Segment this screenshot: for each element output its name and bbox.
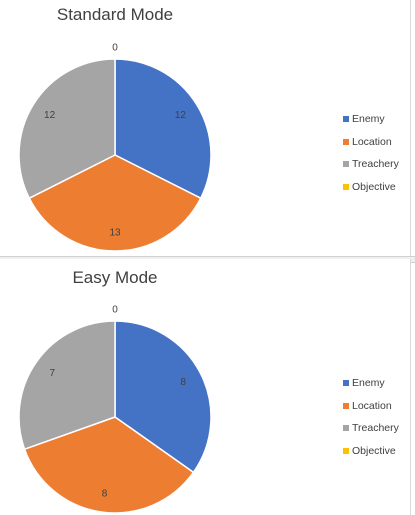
pie-slice-enemy — [114, 58, 212, 200]
legend-swatch — [343, 116, 349, 123]
legend-swatch — [343, 183, 349, 190]
legend-item-enemy: Enemy — [343, 108, 399, 131]
legend-label: Location — [352, 399, 392, 412]
data-label-treachery: 7 — [50, 368, 56, 379]
pie-slice-location — [28, 154, 202, 252]
legend-swatch — [343, 380, 349, 387]
chart-legend: Enemy Location Treachery Objective — [343, 372, 399, 462]
pie-chart-standard-mode: 12 13 12 0 — [18, 43, 212, 252]
legend-label: Treachery — [352, 422, 399, 435]
legend-item-treachery: Treachery — [343, 153, 399, 176]
chart-title: Easy Mode — [72, 268, 158, 287]
chart-panel-standard-mode: Standard Mode 12 13 12 0 Enemy Location Tre… — [0, 0, 411, 258]
legend-swatch — [343, 425, 349, 432]
legend-label: Objective — [352, 444, 396, 457]
legend-label: Enemy — [352, 377, 385, 390]
data-label-location: 13 — [109, 227, 121, 238]
data-label-treachery: 12 — [44, 110, 56, 121]
pie-slice-enemy — [114, 320, 212, 474]
legend-item-location: Location — [343, 131, 399, 154]
legend-label: Location — [352, 135, 392, 148]
pie-slice-treachery — [18, 320, 116, 451]
data-label-enemy: 12 — [175, 110, 187, 121]
legend-item-objective: Objective — [343, 440, 399, 463]
chart-panel-easy-mode: Easy Mode 8 8 7 0 Enemy Location Treachery … — [0, 259, 411, 515]
legend-swatch — [343, 161, 349, 168]
legend-item-enemy: Enemy — [343, 372, 399, 395]
legend-label: Objective — [352, 180, 396, 193]
data-label-location: 8 — [102, 489, 108, 500]
data-label-objective: 0 — [112, 305, 118, 316]
legend-swatch — [343, 447, 349, 454]
pie-slice-treachery — [18, 58, 116, 200]
data-label-enemy: 8 — [180, 377, 186, 388]
chart-legend: Enemy Location Treachery Objective — [343, 108, 399, 198]
pie-chart-easy-mode: 8 8 7 0 — [18, 305, 212, 514]
pie-slice-location — [23, 416, 195, 514]
data-label-objective: 0 — [112, 43, 118, 54]
legend-swatch — [343, 138, 349, 145]
legend-item-location: Location — [343, 395, 399, 418]
legend-label: Enemy — [352, 113, 385, 126]
chart-title: Standard Mode — [56, 5, 174, 24]
legend-swatch — [343, 402, 349, 409]
legend-item-treachery: Treachery — [343, 417, 399, 440]
legend-label: Treachery — [352, 158, 399, 171]
legend-item-objective: Objective — [343, 176, 399, 199]
